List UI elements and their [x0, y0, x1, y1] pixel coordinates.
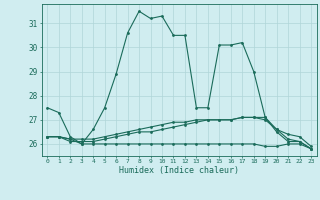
X-axis label: Humidex (Indice chaleur): Humidex (Indice chaleur) — [119, 166, 239, 175]
